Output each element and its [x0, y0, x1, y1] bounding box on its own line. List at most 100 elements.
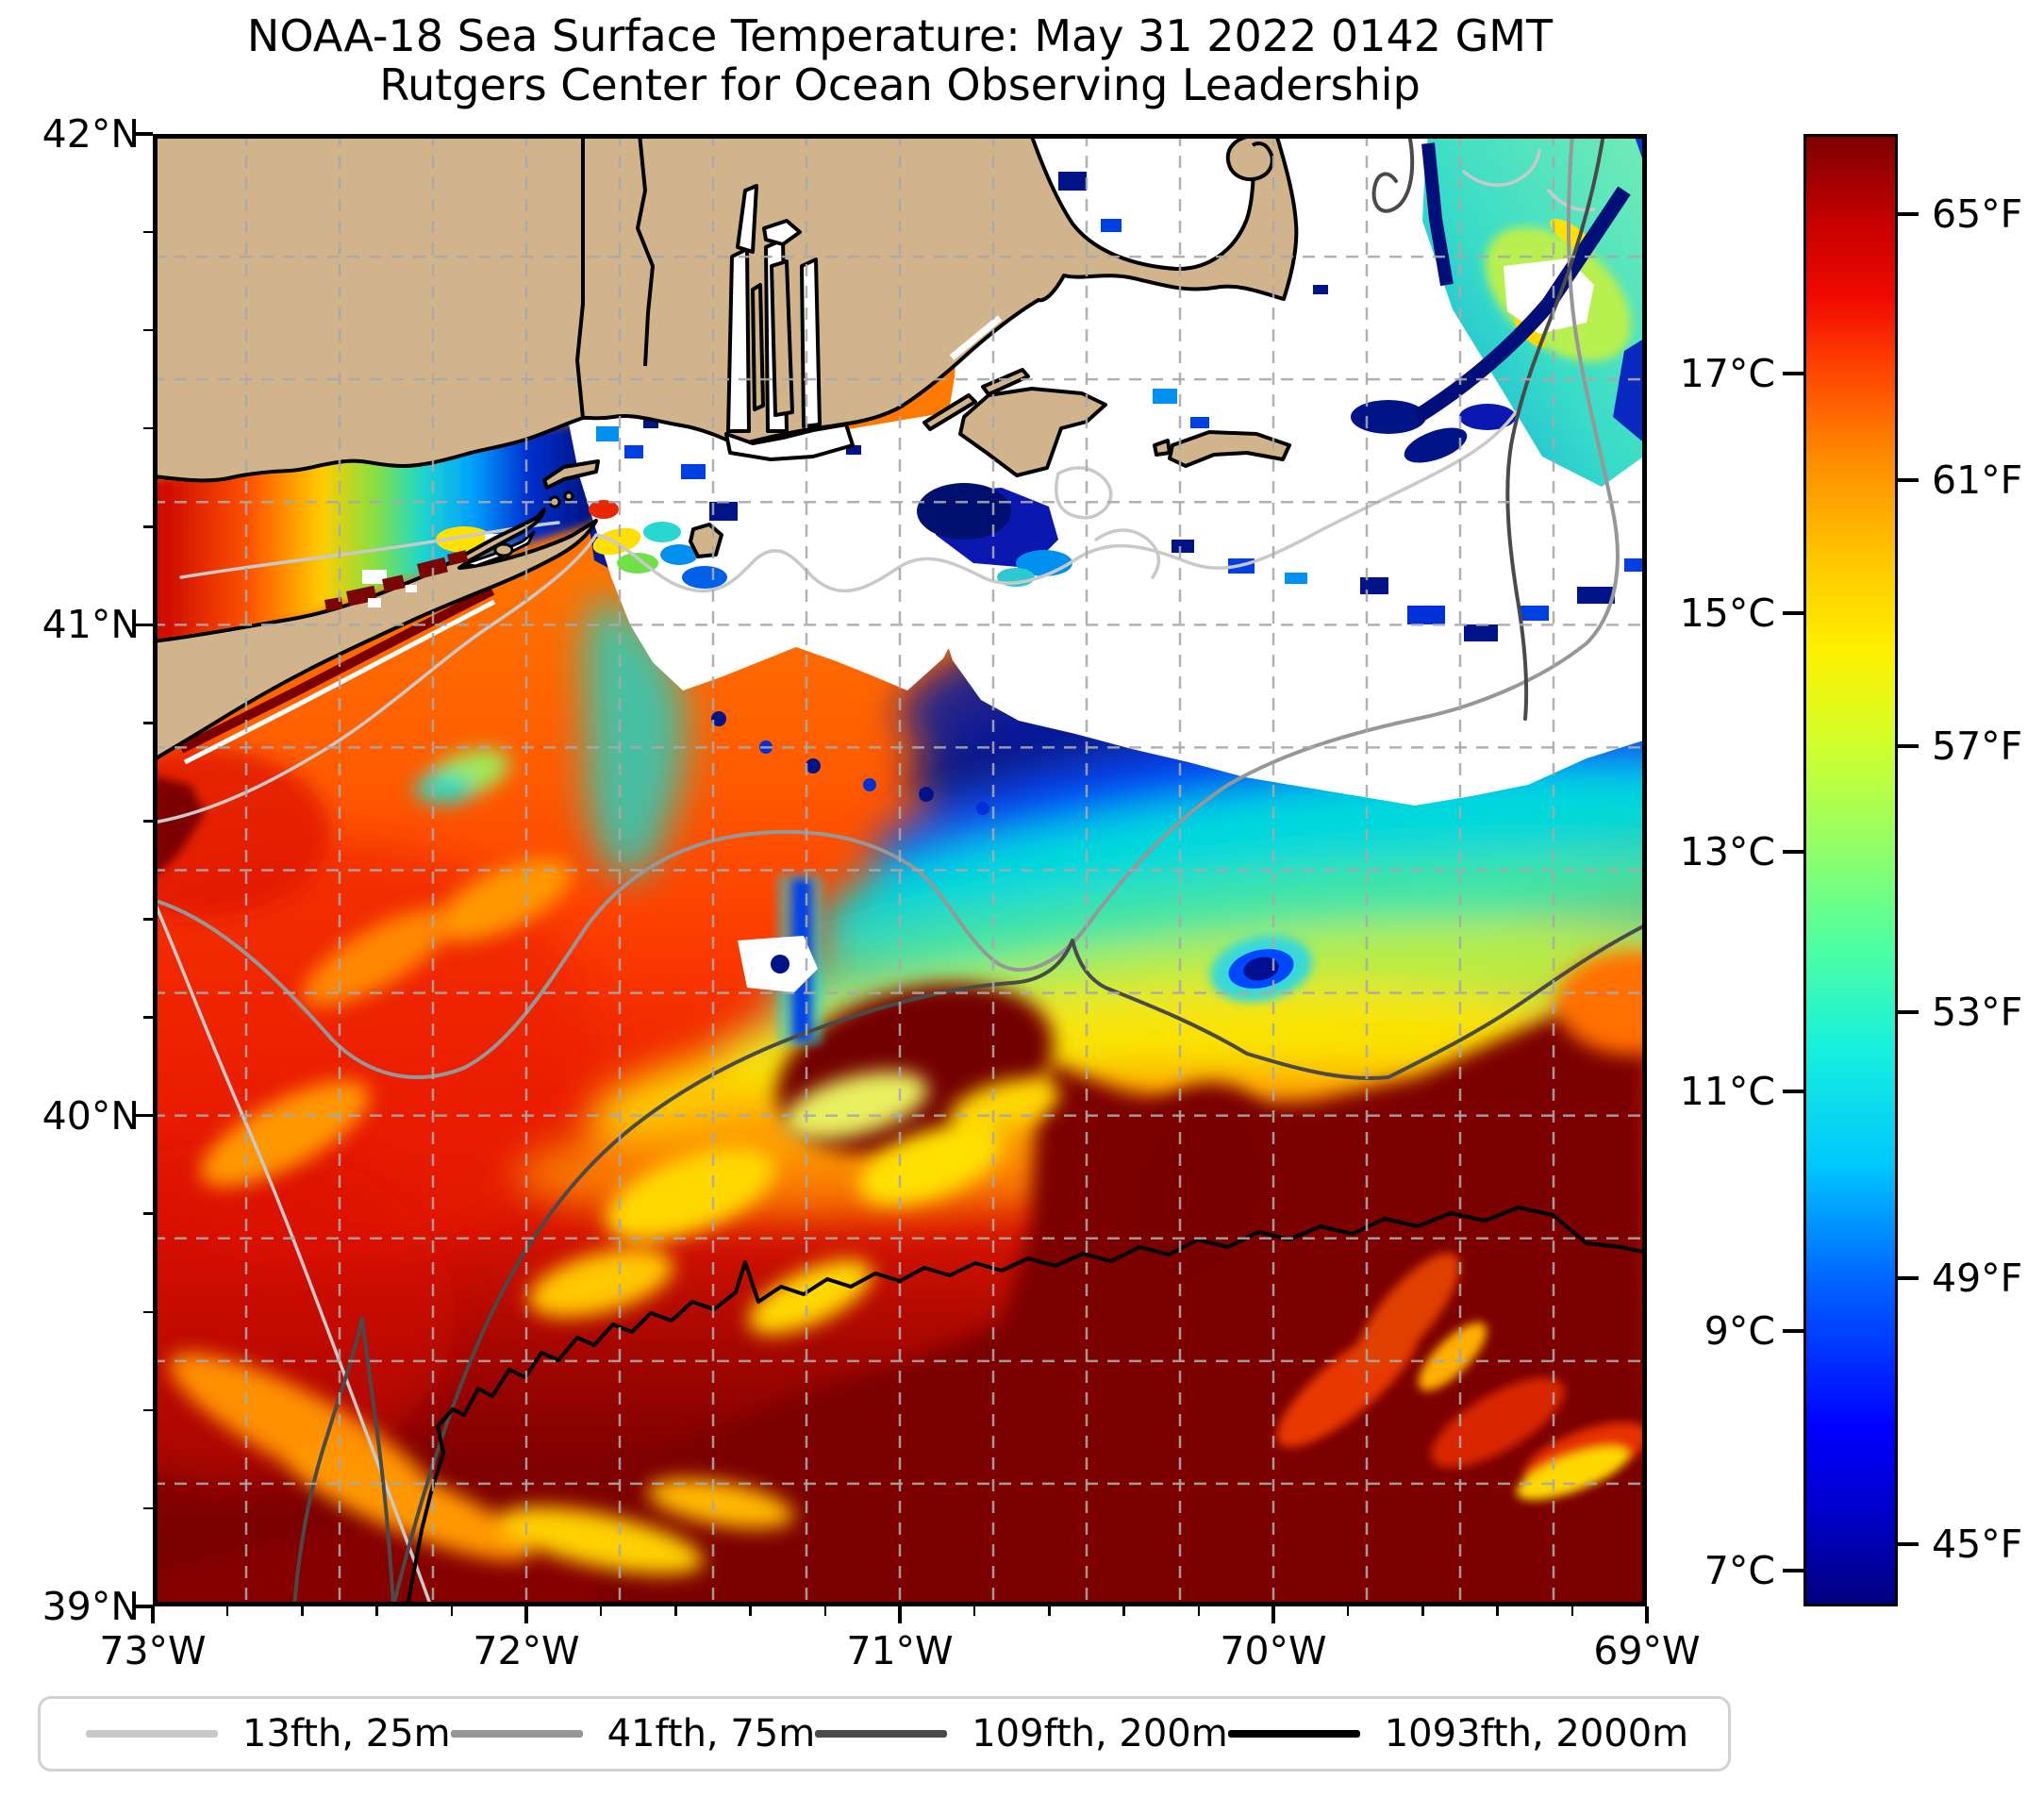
- cape-cod-canal: [949, 315, 1003, 360]
- legend-label: 41fth, 75m: [607, 1712, 816, 1755]
- axis-tick: [143, 230, 153, 234]
- cold-eddy: [1209, 935, 1313, 1003]
- axis-tick: [1197, 1606, 1201, 1616]
- colorbar-tick-f: [1898, 744, 1919, 748]
- legend-swatch-25m: [86, 1730, 218, 1738]
- lon-tick-label: 72°W: [473, 1628, 580, 1673]
- nantucket: [1153, 430, 1291, 468]
- colorbar-tick-c: [1783, 611, 1803, 615]
- colorbar-label-f: 61°F: [1932, 458, 2023, 503]
- axis-tick: [823, 1606, 827, 1616]
- narragansett-bay: [724, 184, 855, 461]
- long-island-sound-sst: [153, 422, 598, 648]
- axis-tick: [375, 1606, 378, 1616]
- colorbar-label-f: 53°F: [1932, 990, 2023, 1035]
- legend-label: 109fth, 200m: [972, 1712, 1228, 1755]
- axis-tick: [1645, 1606, 1649, 1623]
- axis-tick: [143, 328, 153, 332]
- colorbar-label-f: 45°F: [1932, 1522, 2023, 1567]
- contour-2000m-layer: [406, 1206, 1647, 1606]
- legend-swatch-200m: [815, 1730, 948, 1738]
- sst-map-canvas: [153, 134, 1647, 1606]
- colorbar-tick-c: [1783, 1090, 1803, 1093]
- map-frame: [153, 134, 1647, 1606]
- figure-subtitle: Rutgers Center for Ocean Observing Leade…: [379, 59, 1421, 110]
- legend-label: 13fth, 25m: [242, 1712, 451, 1755]
- axis-tick: [972, 1606, 976, 1616]
- colorbar-tick-f: [1898, 478, 1919, 482]
- axis-tick: [1271, 1606, 1275, 1623]
- legend-swatch-75m: [450, 1730, 583, 1738]
- colorbar-tick-f: [1898, 212, 1919, 216]
- axis-tick: [524, 1606, 528, 1623]
- gridline-layer: [153, 134, 1647, 1606]
- axis-tick: [143, 1310, 153, 1314]
- bathymetry-legend: 13fth, 25m 41fth, 75m 109fth, 200m 1093f…: [38, 1696, 1731, 1772]
- colorbar-tick-c: [1783, 1569, 1803, 1572]
- warm-patch-group: [169, 749, 1647, 1574]
- colorbar-label-f: 49°F: [1932, 1256, 2023, 1301]
- axis-tick: [143, 1212, 153, 1215]
- lat-tick-label: 40°N: [42, 1093, 140, 1139]
- colorbar-label-c: 15°C: [1679, 591, 1775, 636]
- axis-tick: [143, 722, 153, 724]
- provincetown-hook: [1225, 134, 1274, 181]
- lat-tick-label: 41°N: [42, 602, 140, 647]
- legend-item: 1093fth, 2000m: [1227, 1712, 1688, 1755]
- axis-tick: [136, 623, 153, 627]
- axis-tick: [151, 1606, 155, 1623]
- axis-tick: [1346, 1606, 1350, 1616]
- legend-item: 13fth, 25m: [86, 1712, 451, 1755]
- axis-tick: [450, 1606, 454, 1616]
- colorbar: [1803, 134, 1898, 1606]
- axis-tick: [674, 1606, 677, 1616]
- axis-tick: [136, 132, 153, 136]
- warm-streak-group: [1276, 1253, 1647, 1500]
- lon-tick-label: 70°W: [1220, 1628, 1327, 1673]
- figure-title: NOAA-18 Sea Surface Temperature: May 31 …: [246, 10, 1554, 61]
- fishers-island: [542, 459, 600, 490]
- land-layer: [153, 134, 1299, 762]
- axis-tick: [898, 1606, 902, 1623]
- gulf-stream-warm-mass: [596, 978, 1647, 1606]
- marthas-vineyard: [958, 387, 1107, 477]
- colorbar-label-c: 17°C: [1679, 351, 1775, 396]
- colorbar-label-f: 65°F: [1932, 191, 2023, 237]
- state-border-layer: [575, 134, 655, 419]
- axis-tick: [599, 1606, 603, 1616]
- colorbar-tick-c: [1783, 850, 1803, 854]
- axis-tick: [1122, 1606, 1125, 1616]
- axis-tick: [143, 1016, 153, 1019]
- axis-tick: [143, 426, 153, 430]
- colorbar-tick-c: [1783, 1329, 1803, 1333]
- lon-tick-label: 73°W: [99, 1628, 207, 1673]
- lat-tick-label: 42°N: [42, 111, 140, 157]
- lat-tick-label: 39°N: [42, 1584, 140, 1629]
- nearshore-warm-streak: [178, 586, 495, 754]
- axis-tick: [143, 820, 153, 823]
- lon-tick-label: 71°W: [846, 1628, 954, 1673]
- colorbar-label-c: 9°C: [1703, 1308, 1775, 1354]
- colorbar-label-c: 11°C: [1679, 1069, 1775, 1114]
- axis-tick: [749, 1606, 752, 1616]
- elizabeth-islands: [922, 368, 1030, 431]
- axis-tick: [1421, 1606, 1424, 1616]
- legend-swatch-2000m: [1227, 1730, 1360, 1738]
- colorbar-label-c: 13°C: [1679, 829, 1775, 874]
- colorbar-label-f: 57°F: [1932, 724, 2023, 769]
- mainland-coast: [153, 134, 1299, 483]
- colorbar-tick-f: [1898, 1010, 1919, 1014]
- axis-tick: [1496, 1606, 1499, 1616]
- axis-tick: [1570, 1606, 1574, 1616]
- legend-item: 109fth, 200m: [815, 1712, 1228, 1755]
- axis-tick: [143, 1506, 153, 1510]
- axis-tick: [143, 525, 153, 528]
- colorbar-tick-f: [1898, 1542, 1919, 1546]
- axis-tick: [143, 1408, 153, 1412]
- axis-tick: [136, 1113, 153, 1118]
- axis-tick: [143, 918, 153, 921]
- colorbar-tick-f: [1898, 1276, 1919, 1280]
- block-island: [689, 523, 723, 558]
- axis-tick: [225, 1606, 229, 1616]
